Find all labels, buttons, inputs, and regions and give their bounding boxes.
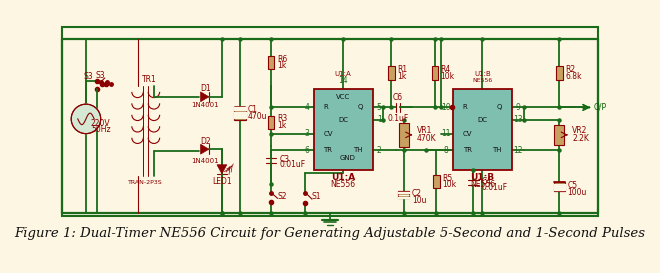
Text: S1: S1: [312, 192, 321, 201]
Bar: [234, 107, 246, 120]
Text: C1: C1: [248, 105, 258, 114]
Bar: [453, 89, 512, 170]
Text: TRAN-2P3S: TRAN-2P3S: [129, 180, 163, 185]
Bar: [399, 123, 409, 147]
Text: CV: CV: [463, 131, 472, 136]
Text: R6: R6: [277, 55, 287, 64]
Text: 2.2K: 2.2K: [572, 135, 589, 143]
Text: D2: D2: [200, 136, 211, 146]
Text: O/P: O/P: [594, 103, 607, 112]
Text: 8: 8: [444, 146, 449, 155]
Text: R: R: [323, 105, 328, 110]
Text: 1k: 1k: [397, 72, 407, 81]
Text: 6: 6: [305, 146, 310, 155]
Text: 6.8k: 6.8k: [565, 72, 581, 81]
Text: 11: 11: [442, 129, 451, 138]
Text: 10k: 10k: [441, 72, 455, 81]
Bar: [314, 89, 373, 170]
Text: VCC: VCC: [336, 94, 350, 100]
Text: 2: 2: [377, 146, 381, 155]
Text: NE556: NE556: [331, 180, 356, 189]
Text: 0.01uF: 0.01uF: [482, 183, 508, 192]
Text: C3: C3: [279, 155, 289, 164]
Text: R4: R4: [441, 65, 451, 74]
Bar: [62, 27, 598, 215]
Text: R1: R1: [397, 65, 407, 74]
Bar: [268, 56, 275, 69]
Text: 9: 9: [516, 103, 521, 112]
Text: GND: GND: [339, 155, 355, 161]
Polygon shape: [201, 92, 209, 102]
Text: LED1: LED1: [212, 177, 232, 186]
Text: Q: Q: [357, 105, 363, 110]
Text: DC: DC: [338, 117, 348, 123]
Text: C5: C5: [568, 181, 578, 190]
Text: 1N4001: 1N4001: [191, 102, 219, 108]
Bar: [268, 116, 275, 129]
Text: 470K: 470K: [417, 135, 436, 143]
Text: NE556: NE556: [472, 78, 492, 83]
Text: TH: TH: [353, 147, 363, 153]
Bar: [388, 67, 395, 80]
Text: S3: S3: [84, 72, 93, 81]
Text: CV: CV: [323, 131, 333, 136]
Text: NE556: NE556: [470, 180, 495, 189]
Text: R5: R5: [442, 174, 453, 183]
Text: TH: TH: [492, 147, 502, 153]
Text: U1:B: U1:B: [474, 71, 490, 77]
Text: 1k: 1k: [277, 121, 286, 130]
Text: VR2: VR2: [572, 126, 588, 135]
Text: 470u: 470u: [248, 112, 267, 121]
Text: 14: 14: [339, 76, 348, 85]
Text: 0.1uF: 0.1uF: [387, 114, 409, 123]
Circle shape: [71, 104, 101, 134]
Bar: [554, 125, 564, 145]
Text: 10u: 10u: [412, 196, 426, 205]
Text: 50Hz: 50Hz: [91, 125, 110, 134]
Text: DC: DC: [477, 117, 487, 123]
Text: 4: 4: [305, 103, 310, 112]
Text: TR1: TR1: [143, 75, 157, 84]
Text: 10: 10: [442, 103, 451, 112]
Text: 5: 5: [377, 103, 381, 112]
Text: 1: 1: [377, 115, 381, 124]
Text: D1: D1: [200, 84, 211, 93]
Text: Q: Q: [496, 105, 502, 110]
Text: 10k: 10k: [442, 180, 456, 189]
Bar: [556, 67, 562, 80]
Text: 100u: 100u: [568, 188, 587, 197]
Text: S2: S2: [278, 192, 287, 201]
Text: U1:B: U1:B: [471, 173, 494, 182]
Polygon shape: [201, 144, 209, 154]
Text: 1N4001: 1N4001: [191, 158, 219, 164]
Bar: [398, 191, 409, 198]
Text: VR1: VR1: [417, 126, 432, 135]
Bar: [554, 182, 565, 191]
Text: R3: R3: [277, 114, 287, 123]
Text: 13: 13: [513, 115, 523, 124]
Bar: [433, 175, 440, 188]
Text: C6: C6: [393, 93, 403, 102]
Text: C2: C2: [412, 189, 422, 198]
Text: 220V: 220V: [91, 119, 110, 128]
Text: S3: S3: [96, 71, 106, 80]
Text: TR: TR: [323, 147, 333, 153]
Text: C4: C4: [482, 177, 492, 186]
Text: 3: 3: [305, 129, 310, 138]
Text: Figure 1: Dual-Timer NE556 Circuit for Generating Adjustable 5-Second and 1-Seco: Figure 1: Dual-Timer NE556 Circuit for G…: [15, 227, 645, 240]
Bar: [432, 67, 438, 80]
Text: 1k: 1k: [277, 61, 286, 70]
Polygon shape: [217, 165, 227, 174]
Text: R: R: [463, 105, 467, 110]
Text: U1:A: U1:A: [335, 71, 352, 77]
Text: 12: 12: [513, 146, 523, 155]
Text: 0.01uF: 0.01uF: [279, 160, 306, 169]
Text: TR: TR: [463, 147, 472, 153]
Text: R2: R2: [565, 65, 575, 74]
Text: U1:A: U1:A: [331, 173, 355, 182]
